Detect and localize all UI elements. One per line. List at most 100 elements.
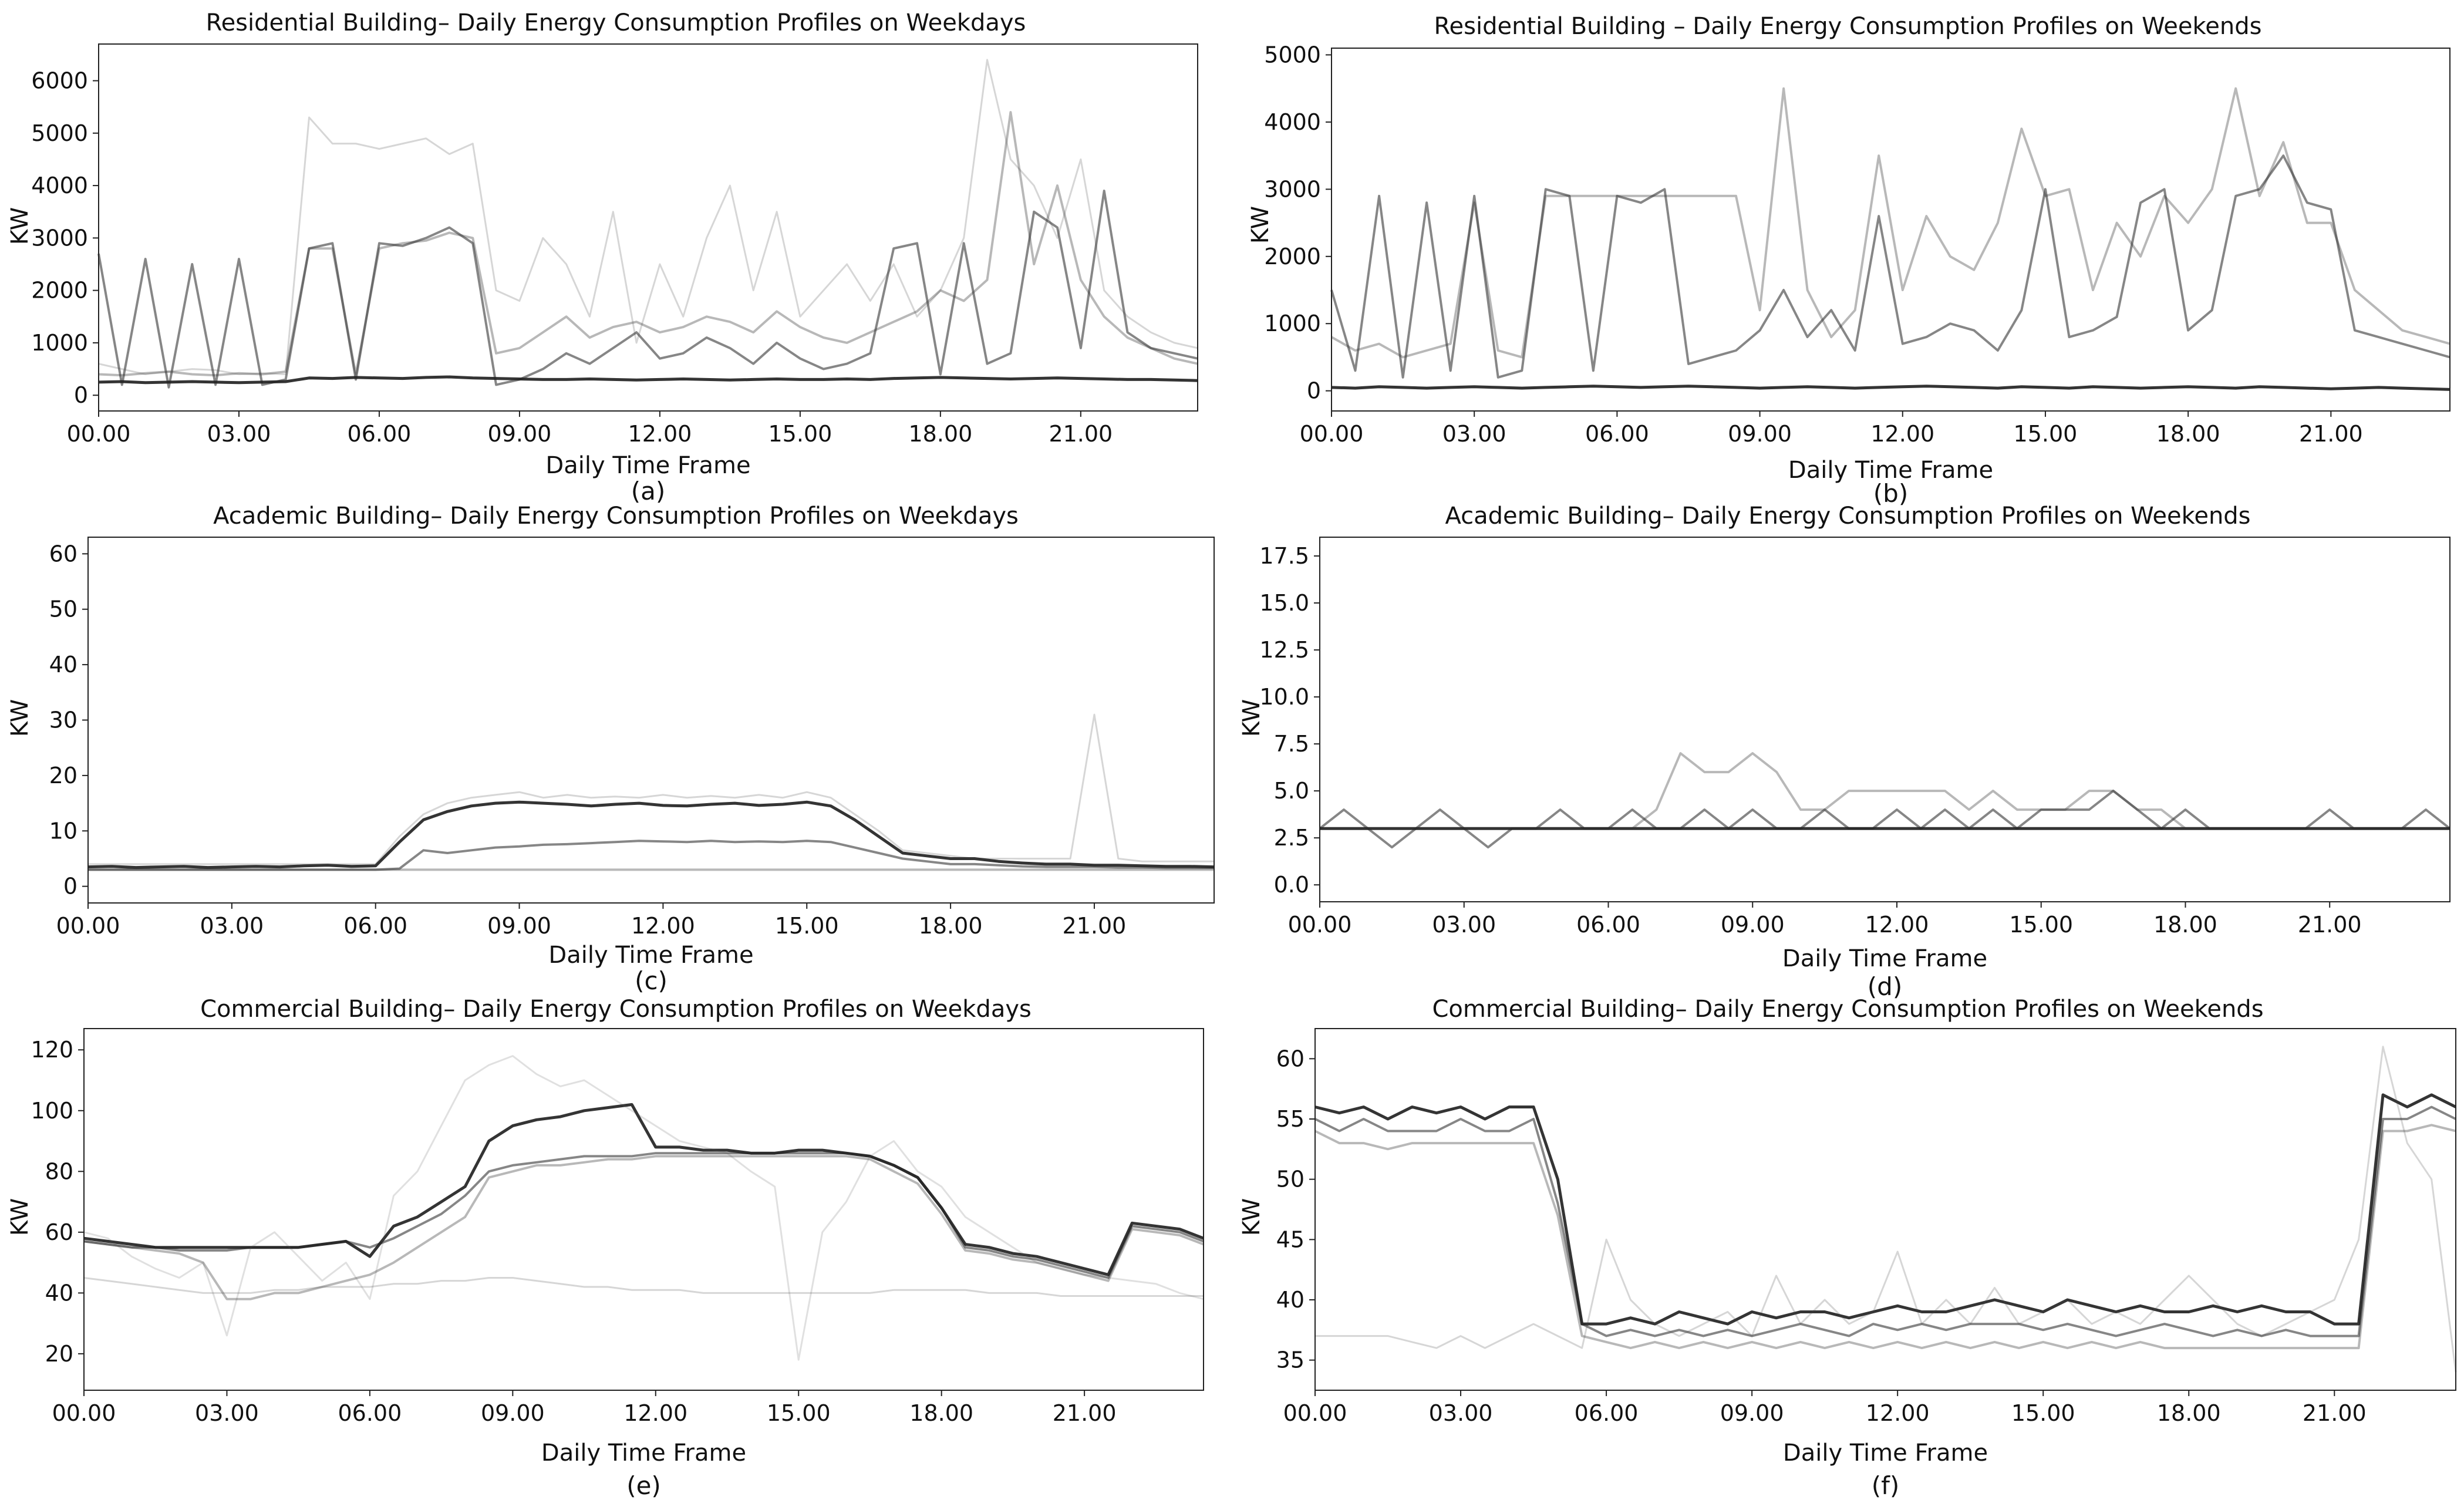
series-line — [1330, 154, 2450, 379]
y-tick-label: 80 — [45, 1158, 73, 1184]
series-line — [83, 1155, 1204, 1300]
chart-panel-a: Residential Building– Daily Energy Consu… — [0, 0, 1232, 511]
x-tick-label: 09.00 — [488, 421, 552, 447]
y-tick-label: 3000 — [1264, 176, 1321, 202]
plot-area: 00.00 03.00 06.00 09.00 12.00 15.00 18.00 21.00… — [49, 537, 1215, 939]
x-tick-label: 09.00 — [1720, 1400, 1784, 1426]
series-line — [1314, 1124, 2456, 1350]
x-tick-label: 03.00 — [207, 421, 271, 447]
y-tick-label: 30 — [49, 707, 77, 733]
x-axis-label: Daily Time Frame — [1782, 1440, 1988, 1467]
x-axis-label: Daily Time Frame — [548, 942, 754, 969]
chart-title: Commercial Building– Daily Energy Consum… — [200, 996, 1032, 1023]
x-tick-label: 06.00 — [338, 1400, 402, 1426]
series-line — [88, 713, 1214, 865]
x-tick-label: 15.00 — [2014, 421, 2078, 447]
y-tick-label: 5000 — [1264, 42, 1321, 68]
y-tick-label: 10.0 — [1259, 684, 1309, 710]
x-tick-label: 21.00 — [1053, 1400, 1117, 1426]
x-tick-label: 09.00 — [481, 1400, 545, 1426]
chart-panel-d: Academic Building– Daily Energy Consumpt… — [1232, 493, 2464, 1001]
y-tick-label: 60 — [1276, 1046, 1305, 1071]
x-tick-label: 09.00 — [1728, 421, 1792, 447]
x-tick-label: 18.00 — [909, 1400, 973, 1426]
x-tick-label: 06.00 — [1575, 1400, 1639, 1426]
y-tick-label: 120 — [31, 1037, 73, 1063]
y-tick-label: 5000 — [31, 120, 88, 146]
x-tick-label: 15.00 — [767, 1400, 831, 1426]
y-tick-label: 1000 — [1264, 311, 1321, 336]
x-axis-label: Daily Time Frame — [1782, 945, 1988, 972]
chart-title: Residential Building – Daily Energy Cons… — [1434, 13, 2262, 40]
plot-frame — [98, 43, 1198, 412]
y-tick-label: 0 — [1307, 378, 1321, 404]
x-axis-label: Daily Time Frame — [545, 452, 751, 479]
chart-panel-e: Commercial Building– Daily Energy Consum… — [0, 986, 1232, 1510]
chart-title: Academic Building– Daily Energy Consumpt… — [213, 503, 1019, 530]
x-axis-label: Daily Time Frame — [541, 1440, 747, 1467]
panel-caption: (a) — [631, 477, 666, 505]
x-tick-label: 21.00 — [2298, 912, 2362, 938]
series-line — [98, 111, 1198, 377]
y-tick-label: 2000 — [31, 278, 88, 304]
plot-area: 00.00 03.00 06.00 09.00 12.00 15.00 18.00 21.00… — [1276, 1028, 2457, 1426]
series-line — [83, 1055, 1204, 1361]
series-line — [83, 1103, 1204, 1276]
plot-frame — [1331, 48, 2450, 412]
x-tick-label: 15.00 — [768, 421, 832, 447]
y-tick-label: 17.5 — [1259, 543, 1309, 569]
panel-caption: (e) — [626, 1471, 661, 1500]
x-tick-label: 12.00 — [1866, 1400, 1930, 1426]
y-tick-label: 12.5 — [1259, 637, 1309, 663]
y-tick-label: 50 — [1276, 1167, 1305, 1192]
y-tick-label: 10 — [49, 818, 77, 844]
series-line — [87, 800, 1215, 869]
x-tick-label: 09.00 — [487, 913, 551, 939]
series-line — [98, 59, 1198, 375]
plot-area: 00.00 03.00 06.00 09.00 12.00 15.00 18.00 21.00… — [1264, 42, 2450, 447]
series-line — [83, 1277, 1204, 1297]
x-tick-label: 00.00 — [1288, 912, 1352, 938]
x-tick-label: 12.00 — [1870, 421, 1934, 447]
series-line — [1315, 1046, 2457, 1373]
x-tick-label: 06.00 — [1585, 421, 1649, 447]
series-line — [97, 190, 1198, 389]
x-tick-label: 00.00 — [52, 1400, 116, 1426]
x-tick-label: 12.00 — [628, 421, 692, 447]
chart-panel-f: Commercial Building– Daily Energy Consum… — [1232, 986, 2464, 1510]
x-tick-label: 21.00 — [2303, 1400, 2367, 1426]
x-tick-label: 18.00 — [2153, 912, 2217, 938]
y-tick-label: 35 — [1276, 1347, 1305, 1373]
x-tick-label: 00.00 — [1283, 1400, 1347, 1426]
x-tick-label: 12.00 — [631, 913, 695, 939]
x-tick-label: 18.00 — [2157, 1400, 2221, 1426]
x-tick-label: 15.00 — [2011, 1400, 2075, 1426]
plot-area: 00.00 03.00 06.00 09.00 12.00 15.00 18.00 21.00… — [31, 43, 1198, 447]
x-tick-label: 03.00 — [1442, 421, 1506, 447]
chart-panel-c: Academic Building– Daily Energy Consumpt… — [0, 493, 1232, 995]
y-tick-label: 20 — [45, 1341, 73, 1367]
chart-panel-b: Residential Building – Daily Energy Cons… — [1232, 0, 2464, 511]
x-tick-label: 12.00 — [623, 1400, 687, 1426]
x-tick-label: 06.00 — [1576, 912, 1640, 938]
series-line — [88, 840, 1214, 871]
y-tick-label: 2.5 — [1274, 825, 1309, 851]
y-tick-label: 0 — [63, 874, 77, 899]
y-tick-label: 5.0 — [1274, 778, 1309, 804]
y-tick-label: 40 — [49, 652, 77, 678]
x-tick-label: 15.00 — [775, 913, 839, 939]
series-line — [1320, 752, 2450, 830]
series-line — [1314, 1093, 2457, 1326]
x-tick-label: 03.00 — [200, 913, 264, 939]
y-tick-label: 4000 — [1264, 109, 1321, 135]
x-tick-label: 18.00 — [2156, 421, 2220, 447]
y-tick-label: 40 — [1276, 1287, 1305, 1313]
chart-title: Commercial Building– Daily Energy Consum… — [1432, 996, 2264, 1023]
panel-caption: (f) — [1871, 1471, 1900, 1500]
panel-caption: (c) — [635, 966, 668, 995]
x-tick-label: 03.00 — [195, 1400, 259, 1426]
plot-area: 00.00 03.00 06.00 09.00 12.00 15.00 18.00 21.00… — [31, 1028, 1204, 1426]
y-tick-label: 7.5 — [1274, 731, 1309, 757]
y-tick-label: 45 — [1276, 1226, 1305, 1252]
plot-frame — [1319, 537, 2450, 902]
